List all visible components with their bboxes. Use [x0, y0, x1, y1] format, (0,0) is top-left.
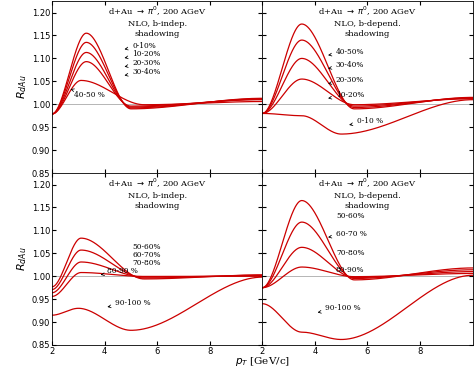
Text: 40-50%: 40-50% — [329, 48, 365, 56]
Text: 0-10%: 0-10% — [125, 41, 156, 50]
Text: d+Au $\rightarrow$ $\pi^0$, 200 AGeV
NLO, b-indep.
shadowing: d+Au $\rightarrow$ $\pi^0$, 200 AGeV NLO… — [108, 6, 207, 38]
Text: 70-80%: 70-80% — [132, 259, 161, 267]
Text: 10-20%: 10-20% — [329, 91, 365, 99]
Text: 30-40%: 30-40% — [125, 68, 161, 76]
Text: d+Au $\rightarrow$ $\pi^0$, 200 AGeV
NLO, b-indep.
shadowing: d+Au $\rightarrow$ $\pi^0$, 200 AGeV NLO… — [108, 177, 207, 210]
Text: 20-30%: 20-30% — [329, 76, 364, 84]
Text: 0-10 %: 0-10 % — [350, 117, 383, 126]
Y-axis label: $R_{dAu}$: $R_{dAu}$ — [15, 75, 29, 99]
Text: 50-60%: 50-60% — [336, 212, 365, 220]
Text: d+Au $\rightarrow$ $\pi^0$, 200 AGeV
NLO, b-depend.
shadowing: d+Au $\rightarrow$ $\pi^0$, 200 AGeV NLO… — [318, 177, 417, 210]
Text: 10-20%: 10-20% — [125, 50, 161, 59]
Text: $p_T$ [GeV/c]: $p_T$ [GeV/c] — [236, 355, 291, 367]
Text: d+Au $\rightarrow$ $\pi^0$, 200 AGeV
NLO, b-depend.
shadowing: d+Au $\rightarrow$ $\pi^0$, 200 AGeV NLO… — [318, 6, 417, 38]
Text: 30-40%: 30-40% — [329, 61, 365, 69]
Text: 90-100 %: 90-100 % — [108, 299, 151, 308]
Text: 70-80%: 70-80% — [336, 249, 365, 257]
Text: 40-50 %: 40-50 % — [71, 89, 105, 99]
Text: 80-90 %: 80-90 % — [101, 267, 138, 276]
Text: 20-30%: 20-30% — [125, 59, 161, 68]
Y-axis label: $R_{dAu}$: $R_{dAu}$ — [15, 247, 29, 271]
Text: 90-100 %: 90-100 % — [319, 304, 361, 313]
Text: 50-60%: 50-60% — [132, 243, 161, 251]
Text: 80-90%: 80-90% — [336, 266, 365, 274]
Text: 60-70%: 60-70% — [132, 251, 161, 259]
Text: 60-70 %: 60-70 % — [329, 230, 367, 238]
